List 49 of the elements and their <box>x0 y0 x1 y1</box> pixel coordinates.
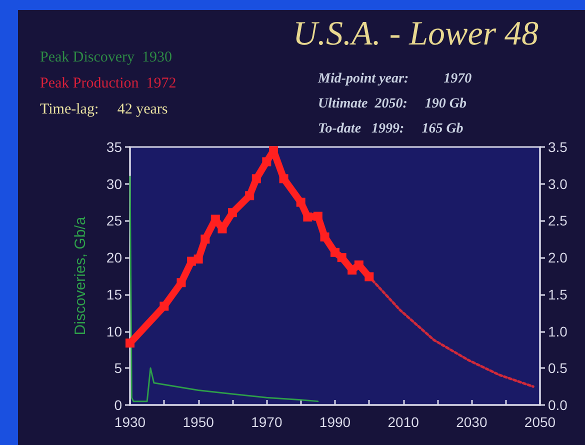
text: Peak Production 1972 <box>40 76 176 92</box>
point <box>303 212 312 222</box>
y-tick-label: 35 <box>106 139 122 155</box>
x-tick-label: 1930 <box>114 414 146 430</box>
y2-tick-label: 0.5 <box>548 360 568 376</box>
x-tick-label: 2030 <box>456 414 488 430</box>
chart-title: U.S.A. - Lower 48 <box>293 16 539 52</box>
y-tick-label: 25 <box>106 212 122 229</box>
line-series <box>129 176 319 402</box>
y2-tick-label: 3.5 <box>548 139 568 155</box>
y-tick-label: 30 <box>106 176 122 192</box>
point <box>200 234 210 244</box>
y2-tick-label: 1.5 <box>548 286 568 302</box>
point <box>330 248 340 257</box>
point <box>245 191 254 200</box>
text: Time-lag: 42 years <box>40 102 168 118</box>
y2-tick-label: 1.0 <box>548 323 568 340</box>
x-tick-label: 1970 <box>251 414 282 430</box>
y-tick-label: 20 <box>106 250 122 266</box>
x-tick-label: 1990 <box>319 414 351 430</box>
point <box>279 174 288 184</box>
point <box>176 278 186 288</box>
point <box>296 198 306 207</box>
y2-tick-label: 2.5 <box>548 212 568 229</box>
text: Peak Discovery 1930 <box>40 50 172 66</box>
y-axis-title: Discoveries, Gb/a <box>72 216 89 336</box>
point <box>337 253 346 262</box>
point <box>313 212 322 221</box>
point <box>262 157 272 166</box>
y-tick-label: 10 <box>106 323 122 340</box>
x-tick-label: 1950 <box>182 414 214 430</box>
y2-tick-label: 2.0 <box>548 250 568 266</box>
point <box>364 272 374 282</box>
x-tick-label: 2050 <box>524 414 556 430</box>
text: To-date 1999: 165 Gb <box>318 122 464 136</box>
y-tick-label: 15 <box>106 286 122 302</box>
point <box>252 174 261 184</box>
point <box>320 232 330 242</box>
y-tick-label: 5 <box>114 360 122 376</box>
point <box>160 302 169 311</box>
point <box>126 338 134 348</box>
y2-tick-label: 0.0 <box>548 397 568 413</box>
x-tick-label: 2010 <box>388 414 420 430</box>
point <box>228 208 237 218</box>
y-tick-label: 0 <box>114 397 122 413</box>
text: Mid-point year: 1970 <box>317 72 472 86</box>
text: Ultimate 2050: 190 Gb <box>318 96 467 112</box>
y2-tick-label: 3.0 <box>548 176 568 192</box>
point <box>194 254 203 264</box>
